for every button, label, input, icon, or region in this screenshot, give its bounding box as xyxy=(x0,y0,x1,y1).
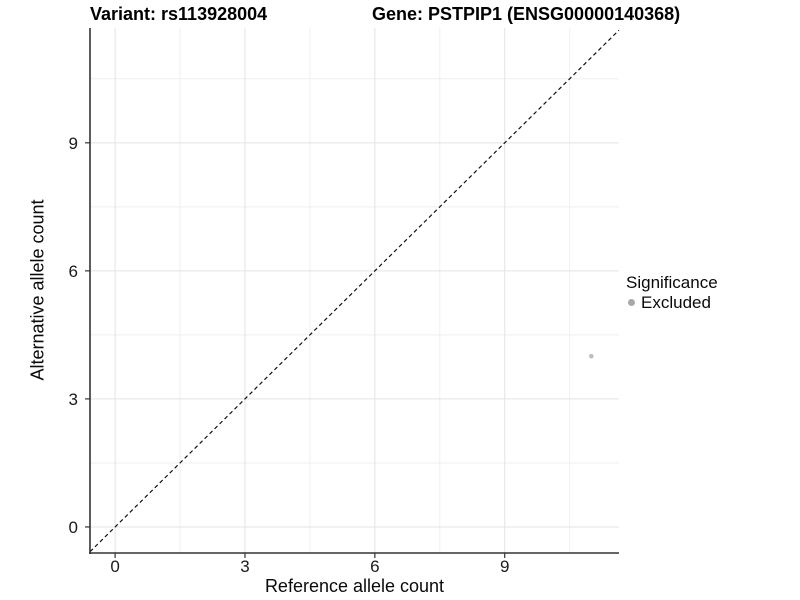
legend-item-label: Excluded xyxy=(641,293,711,312)
x-tick-label: 0 xyxy=(110,557,119,576)
y-tick-label: 6 xyxy=(69,262,78,281)
x-tick-label: 6 xyxy=(370,557,379,576)
variant-title: Variant: rs113928004 xyxy=(90,4,268,24)
gene-title: Gene: PSTPIP1 (ENSG00000140368) xyxy=(372,4,681,24)
legend-point-icon xyxy=(628,299,635,306)
y-tick-label: 9 xyxy=(69,134,78,153)
y-tick-label: 3 xyxy=(69,390,78,409)
y-tick-label: 0 xyxy=(69,518,78,537)
legend: Significance Excluded xyxy=(626,273,718,312)
data-point xyxy=(588,353,594,359)
legend-title: Significance xyxy=(626,273,718,292)
x-tick-label: 3 xyxy=(240,557,249,576)
y-axis-title: Alternative allele count xyxy=(27,199,48,381)
legend-item-excluded: Excluded xyxy=(626,293,718,312)
x-axis-title: Reference allele count xyxy=(264,576,445,596)
x-tick-label: 9 xyxy=(500,557,509,576)
identity-reference-line xyxy=(89,29,620,553)
